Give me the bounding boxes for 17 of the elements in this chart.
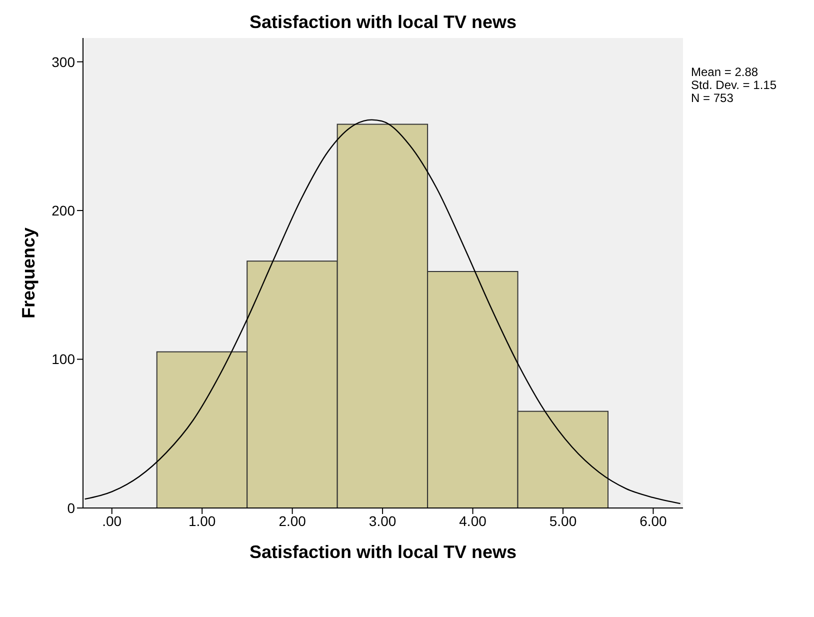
x-tick-label: 5.00 [549, 512, 577, 529]
x-tick-label: 1.00 [188, 512, 216, 529]
chart-title: Satisfaction with local TV news [248, 12, 518, 33]
y-tick-label: 0 [67, 500, 76, 516]
x-tick-label: 3.00 [368, 512, 396, 529]
text: Std. Dev. = 1.15 [691, 78, 776, 92]
x-axis-title: Satisfaction with local TV news [249, 542, 517, 562]
y-tick-label: 200 [52, 202, 76, 218]
y-tick-label: 300 [52, 54, 76, 70]
x-tick-label: .00 [102, 512, 122, 529]
text: Mean = 2.88 [691, 65, 760, 79]
text: N = 753 [691, 91, 734, 105]
y-tick-label: 100 [52, 351, 76, 368]
x-tick-label: 2.00 [278, 512, 306, 529]
x-tick-label: 6.00 [640, 512, 668, 529]
x-tick-label: 4.00 [459, 512, 487, 529]
y-axis-title: Frequency [18, 227, 38, 319]
